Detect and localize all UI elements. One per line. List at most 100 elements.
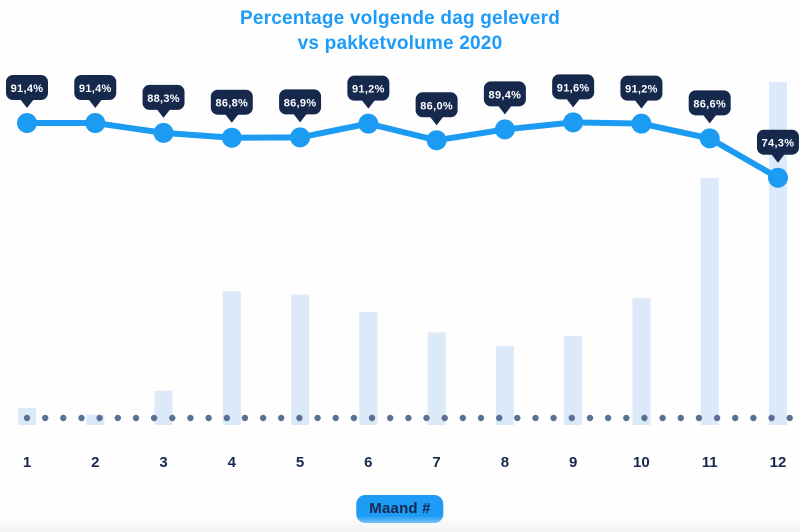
data-label-tooltip: 91,2%	[347, 75, 390, 109]
baseline-dot	[459, 414, 466, 422]
tooltip-tail	[156, 108, 171, 118]
tooltip-tail	[20, 99, 34, 108]
baseline-dot	[223, 414, 230, 422]
baseline-dot	[604, 414, 612, 422]
baseline-dot	[586, 414, 594, 422]
baseline-dot	[750, 414, 757, 422]
data-point-marker	[563, 112, 584, 133]
baseline-dot	[405, 414, 412, 422]
data-label-tooltip: 86,8%	[210, 89, 253, 123]
baseline-dot	[259, 414, 267, 422]
volume-bar	[154, 390, 173, 425]
tooltip-bubble	[74, 75, 117, 100]
data-point-marker	[767, 167, 788, 188]
baseline-dot	[332, 414, 339, 422]
baseline-dot	[641, 414, 648, 422]
tooltip-bubble	[6, 75, 48, 100]
tooltip-bubble	[210, 89, 253, 115]
tooltip-bubble	[688, 90, 731, 116]
baseline-dot	[387, 414, 394, 422]
baseline-dot	[241, 414, 249, 422]
data-label-tooltip: 86,9%	[279, 89, 322, 123]
data-point-marker	[426, 130, 447, 151]
tooltip-bubble	[279, 89, 322, 115]
baseline-dot	[314, 414, 321, 422]
data-label-tooltip: 91,4%	[74, 75, 117, 108]
data-label-tooltip: 91,2%	[620, 75, 663, 109]
baseline-dot	[187, 414, 194, 422]
tooltip-value-text: 91,2%	[625, 84, 658, 96]
baseline-dot	[677, 414, 684, 422]
baseline-dot	[278, 414, 285, 422]
baseline-dot	[205, 414, 212, 422]
baseline-dot	[786, 414, 793, 422]
tooltip-bubble	[347, 75, 390, 101]
data-point-marker	[358, 113, 379, 134]
percentage-line	[24, 119, 781, 181]
volume-bar	[495, 346, 514, 425]
tooltip-value-text: 88,3%	[147, 93, 180, 105]
tooltip-bubble	[415, 92, 458, 118]
baseline-dot	[78, 414, 85, 422]
tooltip-tail	[293, 113, 308, 123]
tooltip-value-text: 86,8%	[215, 98, 248, 110]
baseline-dot	[568, 414, 575, 422]
baseline-dot	[132, 414, 140, 422]
baseline-dot	[60, 414, 67, 422]
baseline-dot	[623, 414, 630, 422]
title-line-1: Percentage volgende dag geleverd	[239, 8, 560, 29]
title-line-2: vs pakketvolume 2020	[297, 33, 503, 54]
tooltip-tail	[702, 114, 717, 124]
data-point-marker	[494, 119, 515, 140]
data-label-tooltip: 91,4%	[6, 75, 48, 108]
data-label-tooltip: 89,4%	[483, 81, 526, 115]
data-point-marker	[17, 113, 37, 133]
baseline-dot	[713, 414, 721, 422]
tooltip-bubble	[620, 75, 663, 101]
tooltip-tail	[361, 99, 376, 109]
tooltip-value-text: 91,4%	[79, 83, 112, 95]
tooltip-bubble	[483, 81, 526, 107]
tooltip-bubble	[142, 84, 185, 110]
page-title: Percentage volgende dag geleverd vs pakk…	[0, 6, 800, 56]
data-label-tooltip: 74,3%	[756, 129, 799, 163]
baseline-dot	[768, 414, 775, 422]
baseline-dot	[350, 414, 358, 422]
baseline-dot	[659, 414, 666, 422]
tooltip-tail	[224, 113, 239, 123]
data-point-marker	[221, 127, 242, 148]
bottom-fade-divider	[0, 516, 800, 532]
tooltip-bubble	[756, 129, 799, 155]
baseline-dot	[296, 414, 303, 422]
data-point-marker	[85, 113, 106, 133]
tooltip-value-text: 86,0%	[420, 100, 453, 112]
baseline-dot	[477, 414, 485, 422]
volume-bar	[86, 414, 105, 425]
tooltip-tail	[634, 99, 649, 109]
volume-bar	[291, 294, 310, 425]
data-point-marker	[290, 127, 311, 148]
data-label-tooltip: 86,0%	[415, 92, 458, 126]
tooltip-value-text: 86,9%	[284, 97, 317, 109]
baseline-dot	[368, 414, 376, 422]
tooltip-tail	[497, 105, 512, 115]
baseline-dot	[532, 414, 539, 422]
baseline-dot	[114, 414, 122, 422]
tooltip-tail	[88, 99, 103, 108]
tooltip-value-text: 91,6%	[557, 82, 590, 94]
data-point-marker	[153, 122, 174, 143]
tooltip-value-text: 86,6%	[693, 98, 726, 110]
tooltip-value-text: 89,4%	[489, 89, 522, 101]
tooltip-value-text: 91,2%	[352, 84, 385, 96]
baseline-dot	[514, 414, 521, 422]
volume-bar	[564, 335, 583, 425]
baseline-dot	[441, 414, 448, 422]
volume-bar	[768, 82, 787, 425]
baseline-dot	[695, 414, 703, 422]
baseline-dot	[496, 414, 503, 422]
tooltip-value-text: 91,4%	[11, 83, 44, 95]
baseline-dot	[150, 414, 158, 422]
volume-bar	[700, 178, 719, 425]
tooltip-tail	[770, 153, 785, 163]
